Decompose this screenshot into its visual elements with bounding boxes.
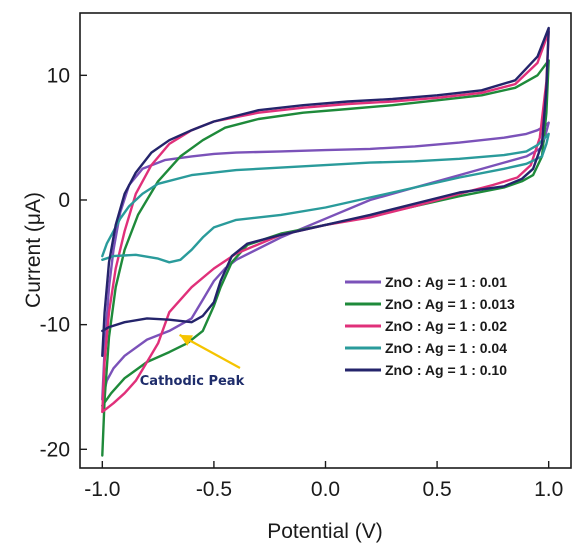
x-axis-title: Potential (V) <box>267 520 383 543</box>
x-tick-label: 0.5 <box>422 478 451 501</box>
x-tick-label: -0.5 <box>196 478 232 501</box>
y-tick-label: -10 <box>40 314 70 337</box>
y-axis-title: Current (μA) <box>22 192 45 308</box>
x-tick-label: -1.0 <box>84 478 120 501</box>
annotation-label: Cathodic Peak <box>140 374 245 389</box>
series-line-2 <box>101 59 550 457</box>
annotation-layer: Cathodic Peak <box>140 333 245 389</box>
y-tick-label: -20 <box>40 438 70 461</box>
legend-label-1: ZnO : Ag = 1 : 0.01 <box>385 274 507 290</box>
y-axis-ticks: 10 0 -10 -20 <box>40 64 87 461</box>
legend-label-5: ZnO : Ag = 1 : 0.10 <box>385 362 507 378</box>
y-tick-label: 0 <box>58 189 70 212</box>
series-line-4 <box>101 132 550 264</box>
legend: ZnO : Ag = 1 : 0.01 ZnO : Ag = 1 : 0.013 Z… <box>345 274 515 378</box>
annotation-arrow-head <box>179 334 193 346</box>
series-line-5 <box>101 26 550 357</box>
legend-label-3: ZnO : Ag = 1 : 0.02 <box>385 318 507 334</box>
x-tick-label: 1.0 <box>534 478 563 501</box>
series-line-1 <box>101 121 550 401</box>
plot-frame <box>79 12 572 469</box>
legend-label-4: ZnO : Ag = 1 : 0.04 <box>385 340 507 356</box>
y-tick-label: 10 <box>47 64 70 87</box>
series-layer <box>101 26 550 457</box>
legend-label-2: ZnO : Ag = 1 : 0.013 <box>385 296 515 312</box>
x-axis-ticks: -1.0 -0.5 0.0 0.5 1.0 <box>84 461 563 501</box>
x-tick-label: 0.0 <box>311 478 340 501</box>
